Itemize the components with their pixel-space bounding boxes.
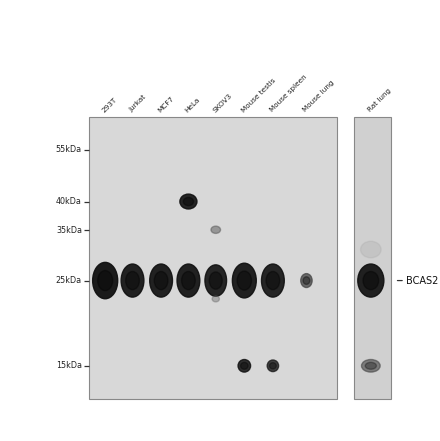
Ellipse shape: [177, 264, 200, 297]
Ellipse shape: [212, 296, 220, 302]
FancyBboxPatch shape: [89, 117, 337, 399]
Text: Mouse spleen: Mouse spleen: [269, 74, 308, 113]
Ellipse shape: [209, 272, 222, 289]
Ellipse shape: [361, 241, 381, 258]
Text: MCF7: MCF7: [157, 95, 175, 113]
Text: 35kDa: 35kDa: [56, 226, 82, 235]
Ellipse shape: [365, 363, 377, 369]
Ellipse shape: [301, 273, 312, 288]
Ellipse shape: [93, 262, 118, 299]
Text: 293T: 293T: [101, 96, 118, 113]
Text: BCAS2: BCAS2: [406, 276, 439, 286]
Ellipse shape: [232, 263, 256, 298]
Ellipse shape: [121, 264, 144, 297]
Text: Mouse testis: Mouse testis: [240, 77, 276, 113]
Text: HeLa: HeLa: [184, 96, 202, 113]
Text: Jurkat: Jurkat: [128, 94, 147, 113]
Ellipse shape: [266, 272, 280, 290]
Ellipse shape: [303, 277, 310, 284]
Ellipse shape: [237, 271, 252, 290]
Ellipse shape: [98, 271, 113, 291]
Ellipse shape: [238, 359, 251, 372]
Text: 25kDa: 25kDa: [56, 276, 82, 285]
Text: 15kDa: 15kDa: [56, 361, 82, 370]
FancyBboxPatch shape: [354, 117, 391, 399]
Ellipse shape: [358, 264, 384, 297]
Text: 40kDa: 40kDa: [56, 197, 82, 206]
Text: Rat lung: Rat lung: [367, 88, 392, 113]
Ellipse shape: [183, 198, 194, 206]
Ellipse shape: [126, 272, 139, 290]
Ellipse shape: [154, 272, 168, 290]
Ellipse shape: [269, 363, 276, 369]
Ellipse shape: [261, 264, 284, 297]
Ellipse shape: [241, 363, 248, 369]
Ellipse shape: [362, 359, 380, 372]
Ellipse shape: [267, 360, 279, 372]
Text: Mouse lung: Mouse lung: [302, 80, 336, 113]
Ellipse shape: [182, 272, 195, 290]
Text: SKOV3: SKOV3: [212, 92, 233, 113]
Text: 55kDa: 55kDa: [56, 146, 82, 154]
Ellipse shape: [211, 226, 220, 233]
Ellipse shape: [205, 265, 227, 296]
Ellipse shape: [363, 272, 379, 290]
Ellipse shape: [150, 264, 172, 297]
Ellipse shape: [180, 194, 197, 209]
